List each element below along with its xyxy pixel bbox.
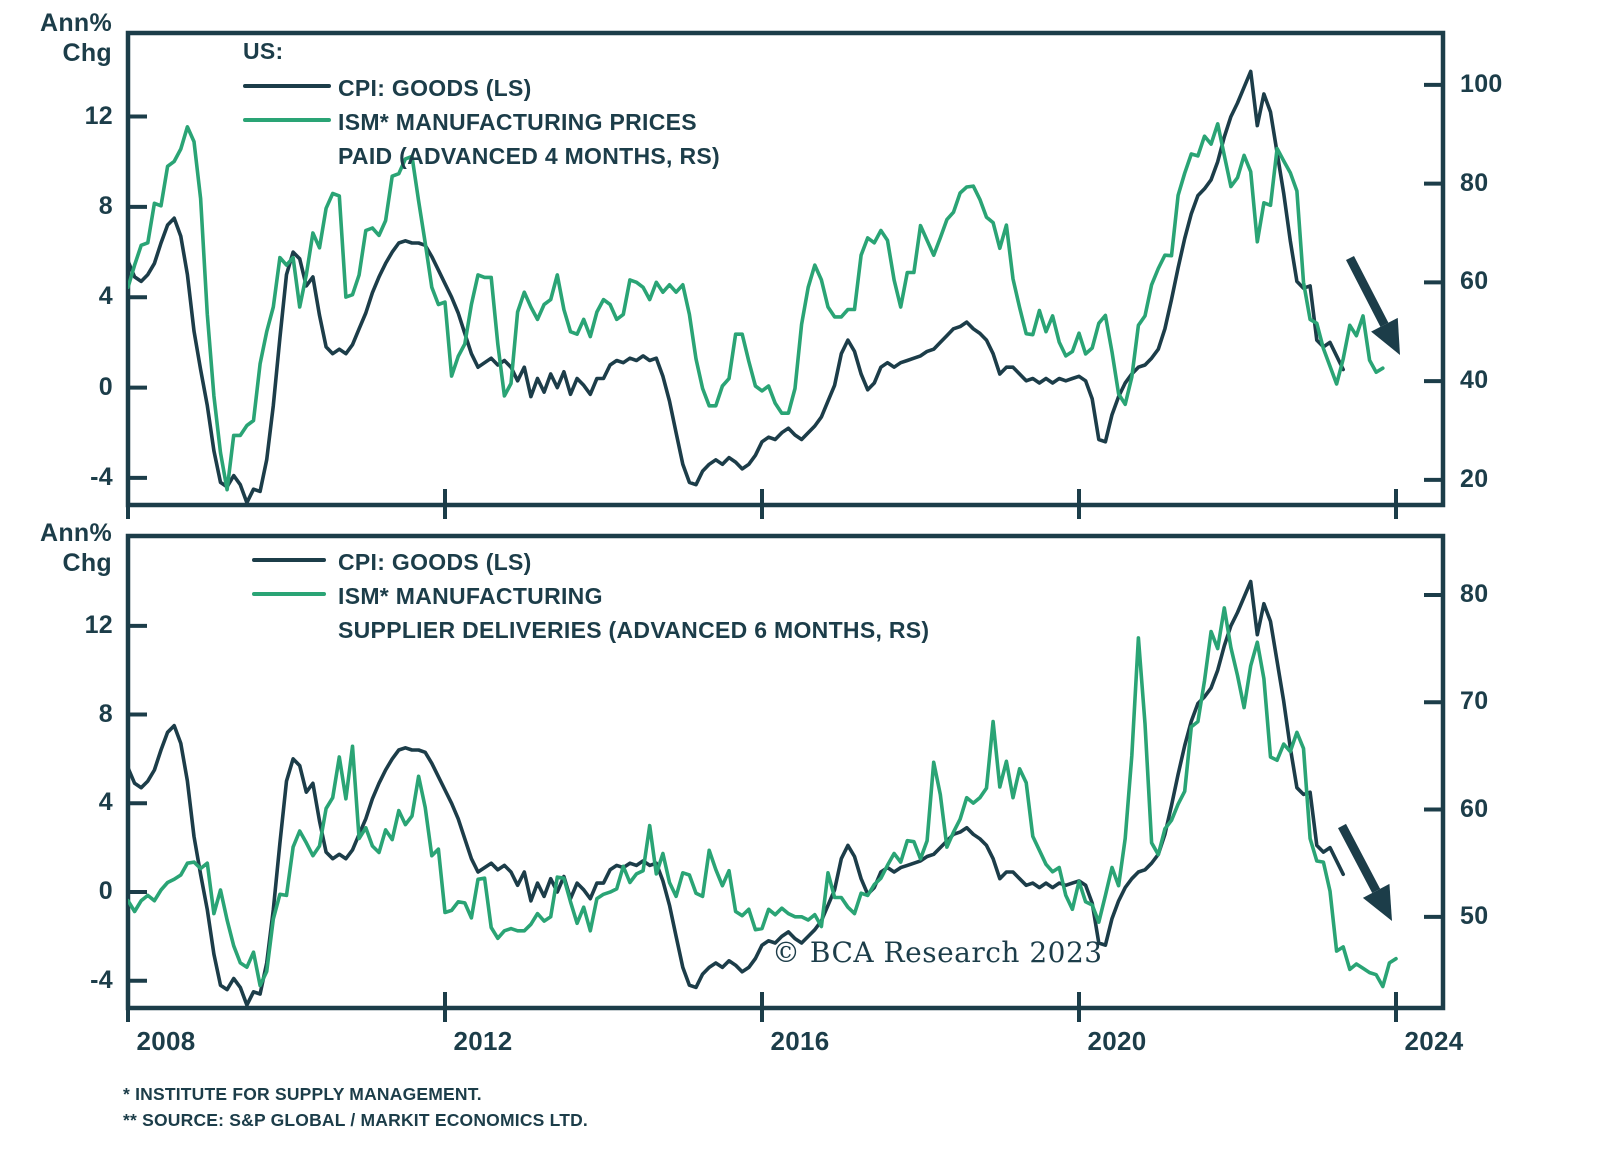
legend-title-us: US: (243, 38, 284, 64)
bottom-left-tick-label: -4 (90, 965, 113, 994)
top-right-tick-label: 100 (1460, 69, 1503, 98)
legend-swatch-cpi (243, 84, 331, 88)
top-left-tick-label: -4 (90, 462, 113, 491)
legend-swatch-cpi-bottom (252, 558, 326, 562)
footnote-ism: * INSTITUTE FOR SUPPLY MANAGEMENT. (123, 1084, 482, 1104)
x-axis-year-label: 2016 (770, 1026, 830, 1056)
x-axis-year-label: 2024 (1404, 1026, 1464, 1056)
down-right-arrow-head (1362, 883, 1392, 921)
bottom-left-tick-label: 0 (98, 876, 113, 905)
top-left-tick-label: 12 (84, 101, 113, 130)
bottom-right-tick-label: 70 (1460, 687, 1489, 716)
x-axis-year-label: 2012 (453, 1026, 513, 1056)
bottom-right-tick-label: 50 (1460, 901, 1489, 930)
top-left-tick-label: 0 (98, 372, 113, 401)
top-series-ism_prices_paid_adv4-line (128, 122, 1385, 492)
legend-label-line: ISM* MANUFACTURING PRICES (338, 109, 697, 135)
legend-label-line: ISM* MANUFACTURING (338, 583, 603, 609)
down-right-arrow-shaft (1338, 823, 1381, 894)
top-right-tick-label: 20 (1460, 464, 1489, 493)
legend-label-line: SUPPLIER DELIVERIES (ADVANCED 6 MONTHS, … (338, 617, 930, 643)
legend-swatch-ism-deliveries (252, 592, 326, 596)
copyright-text: © BCA Research 2023 (772, 936, 1103, 969)
axis-title-line: Chg (62, 39, 112, 67)
axis-title-line: Chg (62, 549, 112, 577)
bottom-left-axis-title: Ann% Chg (32, 518, 112, 578)
top-right-tick-label: 60 (1460, 267, 1489, 296)
bottom-series-cpi_goods_yoy-line (128, 579, 1345, 1007)
bottom-left-tick-label: 4 (98, 788, 113, 817)
legend-swatch-ism-prices (243, 118, 331, 122)
legend-label-ism-deliveries: ISM* MANUFACTURING SUPPLIER DELIVERIES (… (338, 579, 929, 647)
bottom-left-tick-label: 8 (98, 699, 113, 728)
top-left-tick-label: 8 (98, 191, 113, 220)
footnote-source: ** SOURCE: S&P GLOBAL / MARKIT ECONOMICS… (123, 1110, 588, 1130)
bottom-series-ism_supplier_deliveries_adv6-line (128, 606, 1398, 989)
bottom-right-tick-label: 80 (1460, 580, 1489, 608)
legend-label-line: PAID (ADVANCED 4 MONTHS, RS) (338, 143, 720, 169)
bottom-right-tick-label: 60 (1460, 794, 1489, 823)
bottom-left-tick-label: 12 (84, 610, 113, 639)
top-right-tick-label: 80 (1460, 168, 1489, 197)
x-axis-year-label: 2020 (1087, 1026, 1147, 1056)
axis-title-line: Ann% (39, 9, 112, 37)
top-series-cpi_goods_yoy-line (128, 69, 1345, 505)
legend-label-cpi-top: CPI: GOODS (LS) (338, 75, 532, 101)
x-axis-year-label: 2008 (136, 1026, 196, 1056)
top-panel-border (125, 30, 1446, 508)
top-left-axis-title: Ann% Chg (32, 8, 112, 68)
top-right-tick-label: 40 (1460, 366, 1489, 395)
down-right-arrow-head (1371, 317, 1400, 355)
axis-title-line: Ann% (39, 519, 112, 547)
legend-label-cpi-bottom: CPI: GOODS (LS) (338, 549, 532, 575)
legend-label-ism-prices: ISM* MANUFACTURING PRICES PAID (ADVANCED… (338, 105, 720, 173)
top-left-tick-label: 4 (98, 282, 113, 311)
down-right-arrow-shaft (1346, 255, 1389, 327)
